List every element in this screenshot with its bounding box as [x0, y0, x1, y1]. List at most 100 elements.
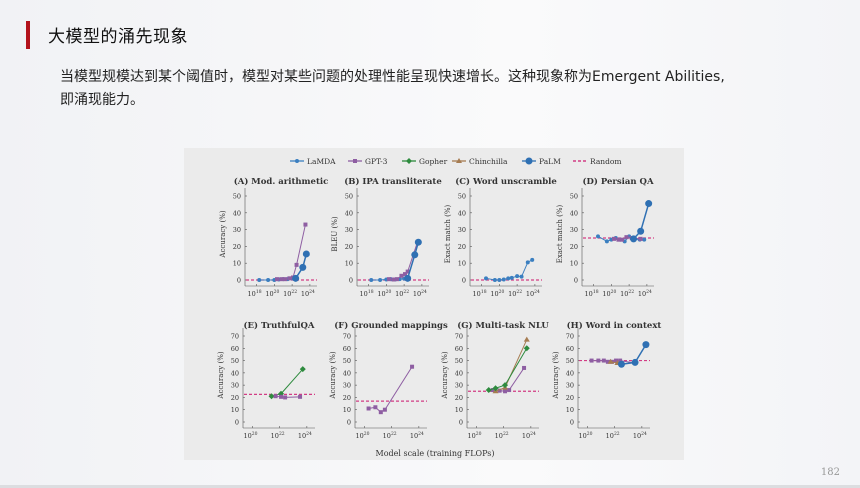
legend: LaMDA GPT-3 Gopher Chinchilla PaLM Random — [290, 157, 622, 166]
y-tick-label: 0 — [347, 419, 351, 427]
marker-lamda — [266, 278, 271, 282]
x-tick-exponent: 18 — [593, 289, 599, 295]
marker-lamda — [519, 274, 524, 279]
marker-lamda — [497, 278, 502, 282]
title-accent-bar — [26, 21, 30, 49]
marker-lamda — [515, 274, 520, 279]
marker-gpt-3 — [382, 407, 387, 412]
y-tick-label: 50 — [233, 193, 241, 201]
y-axis-label: Accuracy (%) — [441, 351, 449, 399]
marker-gpt-3 — [618, 358, 623, 363]
marker-lamda — [492, 278, 497, 282]
x-axis-label: Model scale (training FLOPs) — [376, 449, 495, 458]
marker-gpt-3 — [490, 388, 495, 393]
panel-title: (E) TruthfulQA — [243, 320, 314, 331]
legend-item-palm: PaLM — [522, 157, 561, 166]
y-tick-label: 50 — [345, 193, 353, 201]
marker-gpt-3 — [589, 358, 594, 363]
marker-gpt-3 — [605, 359, 610, 364]
y-tick-label: 0 — [462, 277, 466, 285]
marker-gpt-3 — [612, 236, 616, 241]
x-tick-exponent: 20 — [476, 431, 482, 437]
y-tick-label: 20 — [231, 394, 239, 402]
x-tick-exponent: 18 — [481, 289, 487, 295]
y-tick-label: 70 — [455, 333, 463, 341]
marker-gpt-3 — [410, 364, 415, 369]
marker-gpt-3 — [387, 277, 391, 282]
panel-title: (D) Persian QA — [582, 176, 653, 187]
panel-title: (C) Word unscramble — [455, 176, 557, 187]
marker-gpt-3 — [395, 277, 399, 282]
marker-gopher — [523, 345, 530, 352]
marker-gpt-3 — [273, 394, 278, 399]
x-tick-exponent: 18 — [256, 289, 262, 295]
x-tick-exponent: 24 — [641, 431, 647, 437]
legend-label: Chinchilla — [469, 157, 508, 166]
marker-gopher — [268, 393, 275, 400]
y-tick-label: 60 — [566, 345, 574, 353]
x-tick-exponent: 24 — [309, 289, 315, 295]
x-tick-label: 1022 — [508, 289, 522, 298]
marker-gpt-3 — [503, 389, 508, 394]
x-tick-exponent: 20 — [386, 289, 392, 295]
marker-palm — [617, 360, 625, 368]
marker-lamda — [257, 278, 262, 282]
marker-chinchilla — [523, 336, 530, 342]
series-gopher — [485, 345, 530, 394]
marker-gpt-3 — [298, 394, 303, 399]
marker-gpt-3 — [294, 262, 299, 267]
y-tick-label: 30 — [231, 382, 239, 390]
y-tick-label: 40 — [455, 369, 463, 377]
x-tick-exponent: 20 — [274, 289, 280, 295]
marker-gpt-3 — [283, 277, 287, 282]
series-line — [488, 348, 528, 391]
y-tick-label: 0 — [235, 419, 239, 427]
marker-palm — [292, 274, 300, 282]
y-tick-label: 10 — [570, 260, 578, 268]
marker-gpt-3 — [275, 277, 279, 282]
y-tick-label: 10 — [345, 260, 353, 268]
y-tick-label: 0 — [459, 419, 463, 427]
body-line-1: 当模型规模达到某个阈值时，模型对某些问题的处理性能呈现快速增长。这种现象称为Em… — [60, 69, 725, 85]
marker-gpt-3 — [614, 358, 619, 363]
x-tick-exponent: 20 — [611, 289, 617, 295]
y-tick-label: 50 — [455, 357, 463, 365]
legend-item-chinchilla: Chinchilla — [452, 157, 508, 166]
y-tick-label: 20 — [566, 394, 574, 402]
y-tick-label: 30 — [455, 382, 463, 390]
marker-gpt-3 — [620, 237, 624, 242]
panel-title: (A) Mod. arithmetic — [234, 176, 329, 187]
y-tick-label: 0 — [570, 419, 574, 427]
marker-gpt-3 — [373, 405, 378, 410]
y-tick-label: 70 — [231, 333, 239, 341]
x-tick-exponent: 24 — [530, 431, 536, 437]
y-tick-label: 50 — [343, 357, 351, 365]
x-tick-label: 1024 — [633, 431, 647, 440]
y-tick-label: 20 — [233, 243, 241, 251]
marker-gopher — [485, 387, 492, 394]
y-tick-label: 50 — [458, 193, 466, 201]
y-tick-label: 10 — [233, 260, 241, 268]
series-line — [271, 368, 304, 397]
x-tick-exponent: 22 — [516, 289, 522, 295]
y-tick-label: 60 — [231, 345, 239, 353]
x-tick-exponent: 24 — [421, 289, 427, 295]
emergent-abilities-figure: LaMDA GPT-3 Gopher Chinchilla PaLM Random (A) … — [184, 148, 684, 460]
legend-label: Gopher — [419, 157, 448, 166]
y-tick-label: 40 — [343, 369, 351, 377]
y-tick-label: 20 — [570, 243, 578, 251]
marker-palm — [299, 263, 307, 271]
y-axis-label: BLEU (%) — [331, 216, 339, 251]
marker-palm — [411, 251, 419, 259]
y-tick-label: 70 — [343, 333, 351, 341]
marker-gpt-3 — [366, 406, 371, 411]
marker-lamda — [525, 260, 530, 265]
series-lamda — [484, 257, 535, 282]
marker-gpt-3 — [405, 269, 410, 274]
x-tick-exponent: 20 — [364, 431, 370, 437]
panel-title: (B) IPA transliterate — [344, 176, 442, 187]
y-tick-label: 30 — [566, 382, 574, 390]
x-tick-label: 1020 — [468, 431, 482, 440]
